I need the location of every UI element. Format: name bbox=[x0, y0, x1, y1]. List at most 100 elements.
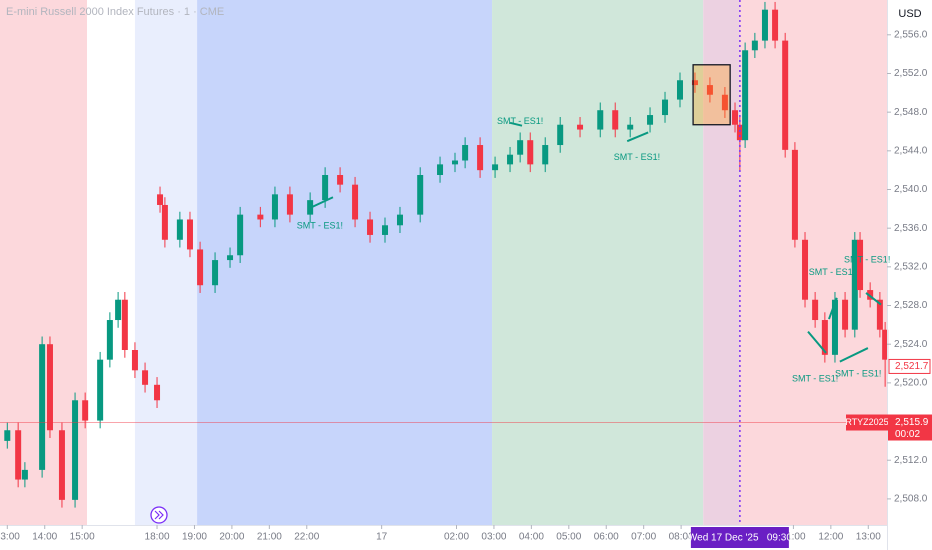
x-tick-label: 17 bbox=[376, 532, 388, 543]
candle-body bbox=[662, 99, 669, 116]
session-background bbox=[492, 0, 704, 525]
candle-body bbox=[452, 160, 459, 165]
symbol-name: RTYZ2025 bbox=[845, 417, 888, 427]
candle-body bbox=[842, 299, 849, 330]
candle-body bbox=[477, 145, 484, 171]
x-tick-label: 14:00 bbox=[32, 532, 57, 543]
candle-body bbox=[337, 175, 344, 185]
y-tick-label: 2,540.0 bbox=[894, 184, 928, 195]
candle-body bbox=[706, 85, 713, 95]
crosshair-label: Wed 17 Dec '25 09:30 bbox=[688, 533, 792, 544]
x-tick-label: 08:00 bbox=[669, 532, 694, 543]
candle-body bbox=[257, 214, 264, 220]
candle-body bbox=[691, 80, 698, 86]
smt-line bbox=[828, 297, 838, 320]
candle-body bbox=[121, 299, 128, 350]
x-tick-label: 13:00 bbox=[0, 532, 20, 543]
candle-body bbox=[417, 175, 424, 215]
candle-body bbox=[396, 214, 403, 226]
candle-body bbox=[791, 149, 798, 240]
y-tick-label: 2,512.0 bbox=[894, 455, 928, 466]
y-tick-label: 2,552.0 bbox=[894, 68, 928, 79]
candle-body bbox=[237, 214, 244, 256]
x-tick-label: 03:00 bbox=[481, 532, 506, 543]
crosshair-label-bg bbox=[690, 527, 789, 548]
countdown: 00:02 bbox=[895, 429, 920, 440]
candle-body bbox=[161, 204, 168, 240]
replay-icon[interactable] bbox=[150, 506, 168, 524]
candle-body bbox=[352, 184, 359, 220]
x-tick-label: 22:00 bbox=[294, 532, 319, 543]
candle-body bbox=[772, 9, 779, 41]
candle-body bbox=[517, 140, 524, 155]
y-tick-label: 2,536.0 bbox=[894, 223, 928, 234]
x-tick-label: 19:00 bbox=[182, 532, 207, 543]
candle-body bbox=[382, 225, 389, 235]
symbol-price: 2,515.9 bbox=[895, 417, 929, 428]
candle-body bbox=[462, 145, 469, 161]
candle-body bbox=[527, 140, 534, 165]
candle-body bbox=[58, 430, 65, 500]
x-tick-label: 20:00 bbox=[219, 532, 244, 543]
candle-body bbox=[782, 40, 789, 150]
candle-body bbox=[212, 260, 219, 286]
session-background bbox=[87, 0, 135, 525]
candle-body bbox=[597, 110, 604, 130]
candle-body bbox=[46, 344, 53, 431]
candle-body bbox=[367, 219, 374, 235]
candle-body bbox=[106, 320, 113, 360]
x-tick-label: 21:00 bbox=[257, 532, 282, 543]
candle-body bbox=[676, 80, 683, 100]
smt-annotation: SMT - ES1! bbox=[297, 221, 343, 231]
x-tick-label: 18:00 bbox=[145, 532, 170, 543]
x-tick-label: 11:00 bbox=[781, 532, 806, 543]
smt-line bbox=[807, 330, 827, 354]
x-tick-label: 02:00 bbox=[444, 532, 469, 543]
x-tick-label: 07:00 bbox=[631, 532, 656, 543]
candle-body bbox=[821, 320, 828, 355]
candle-body bbox=[802, 239, 809, 300]
candle-body bbox=[4, 430, 11, 441]
smt-line bbox=[626, 131, 649, 143]
candle-body bbox=[647, 115, 654, 125]
candle-body bbox=[751, 40, 758, 51]
smt-annotation: SMT - ES1! bbox=[835, 369, 881, 379]
symbol-tag bbox=[846, 414, 888, 431]
x-tick-label: 04:00 bbox=[519, 532, 544, 543]
candle-body bbox=[271, 194, 278, 220]
smt-annotation: SMT - ES1! bbox=[809, 267, 855, 277]
x-tick-label: 05:00 bbox=[556, 532, 581, 543]
last-price: 2,521.7 bbox=[895, 361, 929, 372]
candle-body bbox=[557, 124, 564, 146]
smt-annotation: SMT - ES1! bbox=[792, 373, 838, 383]
currency: USD bbox=[898, 8, 921, 20]
candle-body bbox=[612, 110, 619, 130]
candle-body bbox=[437, 164, 444, 175]
y-tick-label: 2,508.0 bbox=[894, 494, 928, 505]
candle-body bbox=[812, 299, 819, 321]
candle-body bbox=[186, 219, 193, 250]
candle-body bbox=[21, 469, 28, 480]
candle-body bbox=[197, 249, 204, 286]
last-price-tag bbox=[888, 358, 931, 374]
highlight-box bbox=[692, 64, 731, 126]
y-tick-label: 2,532.0 bbox=[894, 261, 928, 272]
candle-body bbox=[851, 239, 858, 330]
candle-body bbox=[627, 124, 634, 130]
candle-body bbox=[857, 239, 864, 291]
candle-body bbox=[154, 384, 161, 401]
candle-body bbox=[15, 430, 22, 480]
candle-body bbox=[492, 164, 499, 171]
smt-line bbox=[509, 121, 523, 127]
candle-body bbox=[97, 359, 104, 421]
y-tick-label: 2,520.0 bbox=[894, 378, 928, 389]
x-tick-label: 13:00 bbox=[856, 532, 881, 543]
plot-area: SMT - ES1!SMT - ES1!SMT - ES1!SMT - ES1!… bbox=[0, 0, 890, 525]
candle-body bbox=[322, 175, 329, 201]
candle-body bbox=[72, 400, 79, 500]
y-tick-label: 2,544.0 bbox=[894, 145, 928, 156]
smt-annotation: SMT - ES1! bbox=[614, 152, 660, 162]
smt-line bbox=[865, 292, 882, 306]
y-tick-label: 2,556.0 bbox=[894, 29, 928, 40]
candle-body bbox=[876, 299, 883, 330]
